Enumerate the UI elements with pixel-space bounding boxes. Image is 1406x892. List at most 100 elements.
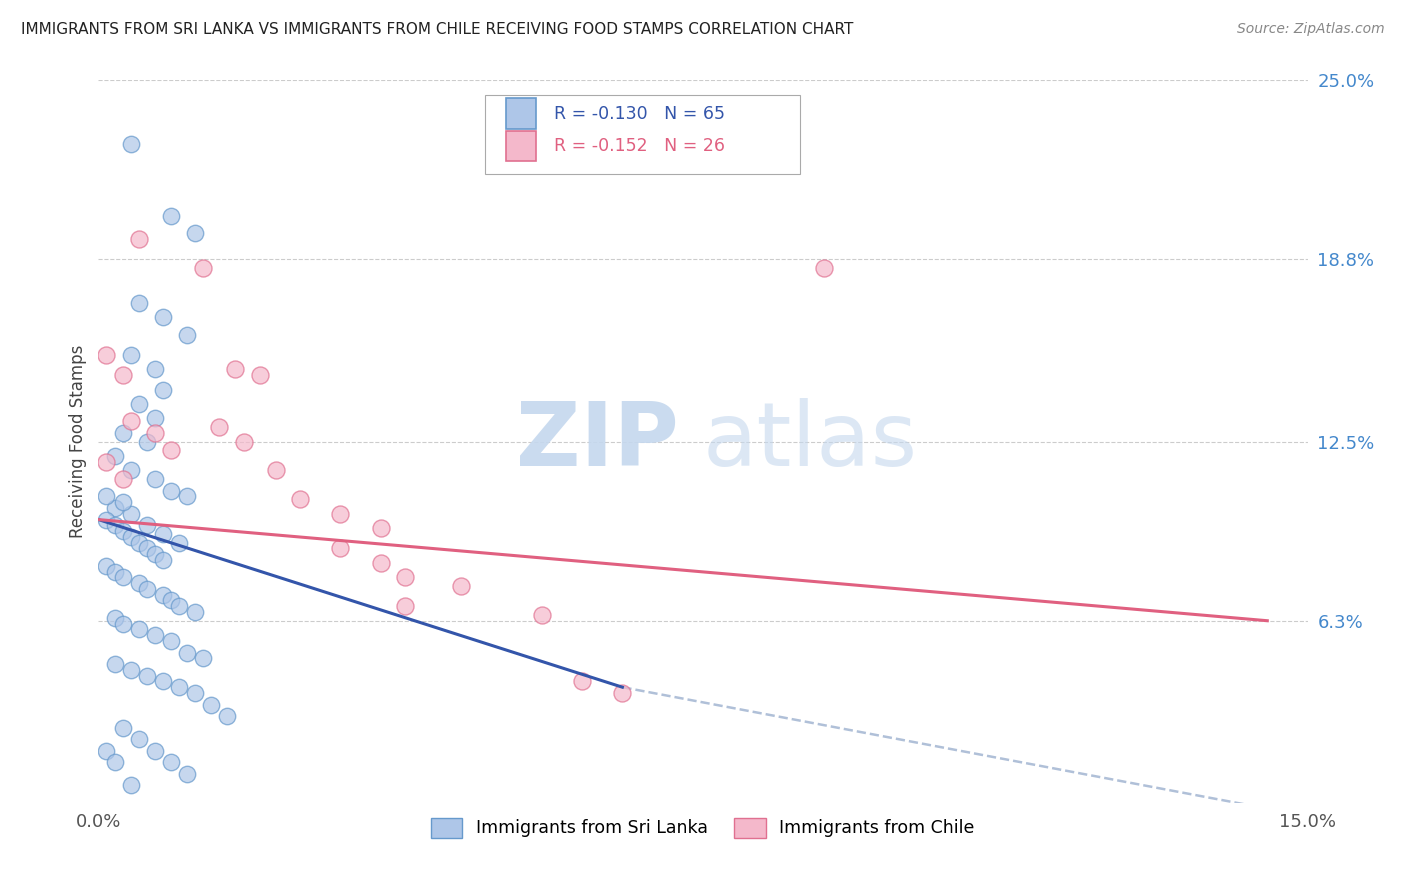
Point bbox=[128, 732, 150, 747]
Point bbox=[394, 570, 416, 584]
Point bbox=[160, 634, 183, 648]
Point bbox=[120, 507, 142, 521]
Point bbox=[96, 490, 118, 504]
Point bbox=[224, 362, 246, 376]
Point bbox=[249, 368, 271, 382]
Text: R = -0.152   N = 26: R = -0.152 N = 26 bbox=[554, 137, 725, 155]
Point bbox=[160, 443, 183, 458]
Point bbox=[103, 756, 125, 770]
Point bbox=[264, 463, 287, 477]
Point bbox=[152, 310, 174, 325]
Point bbox=[96, 512, 118, 526]
Point bbox=[184, 227, 207, 241]
Point bbox=[176, 646, 198, 660]
Point bbox=[176, 490, 198, 504]
Point bbox=[184, 605, 207, 619]
Point bbox=[135, 541, 157, 556]
Point bbox=[813, 261, 835, 276]
Point bbox=[143, 425, 166, 440]
Point bbox=[135, 668, 157, 682]
Point bbox=[370, 521, 392, 535]
Point bbox=[193, 651, 215, 665]
Point bbox=[120, 136, 142, 151]
Text: IMMIGRANTS FROM SRI LANKA VS IMMIGRANTS FROM CHILE RECEIVING FOOD STAMPS CORRELA: IMMIGRANTS FROM SRI LANKA VS IMMIGRANTS … bbox=[21, 22, 853, 37]
Text: Source: ZipAtlas.com: Source: ZipAtlas.com bbox=[1237, 22, 1385, 37]
Point bbox=[96, 455, 118, 469]
Point bbox=[128, 576, 150, 591]
Point bbox=[530, 607, 553, 622]
Point bbox=[103, 449, 125, 463]
Legend: Immigrants from Sri Lanka, Immigrants from Chile: Immigrants from Sri Lanka, Immigrants fr… bbox=[425, 811, 981, 845]
Point bbox=[111, 472, 134, 486]
Point bbox=[96, 348, 118, 362]
Point bbox=[152, 674, 174, 689]
Point bbox=[217, 709, 239, 723]
Point bbox=[120, 414, 142, 428]
Point bbox=[152, 527, 174, 541]
Point bbox=[450, 579, 472, 593]
Point bbox=[128, 397, 150, 411]
FancyBboxPatch shape bbox=[485, 95, 800, 174]
Point bbox=[120, 779, 142, 793]
Point bbox=[128, 535, 150, 549]
Point bbox=[128, 232, 150, 246]
Text: R = -0.130   N = 65: R = -0.130 N = 65 bbox=[554, 104, 725, 122]
Point bbox=[176, 327, 198, 342]
Point bbox=[167, 599, 190, 614]
Point bbox=[111, 425, 134, 440]
Point bbox=[111, 495, 134, 509]
Text: atlas: atlas bbox=[703, 398, 918, 485]
Point bbox=[160, 483, 183, 498]
Point bbox=[103, 501, 125, 516]
Point bbox=[152, 553, 174, 567]
Point bbox=[160, 209, 183, 223]
Point bbox=[167, 535, 190, 549]
Point bbox=[128, 623, 150, 637]
Point bbox=[135, 582, 157, 596]
Point bbox=[143, 472, 166, 486]
Point bbox=[329, 507, 352, 521]
Point bbox=[111, 721, 134, 735]
Point bbox=[143, 744, 166, 758]
Point bbox=[160, 593, 183, 607]
Point bbox=[111, 524, 134, 538]
Point bbox=[193, 261, 215, 276]
Point bbox=[143, 362, 166, 376]
Point bbox=[160, 756, 183, 770]
Point bbox=[111, 368, 134, 382]
Point bbox=[612, 686, 634, 700]
Point bbox=[167, 680, 190, 694]
Point bbox=[394, 599, 416, 614]
Point bbox=[571, 674, 593, 689]
Point bbox=[96, 558, 118, 573]
Point bbox=[128, 295, 150, 310]
Point bbox=[143, 547, 166, 561]
Point bbox=[152, 588, 174, 602]
Point bbox=[143, 628, 166, 642]
Point bbox=[232, 434, 254, 449]
Point bbox=[208, 420, 231, 434]
Point bbox=[111, 616, 134, 631]
Point bbox=[370, 556, 392, 570]
Point bbox=[288, 492, 311, 507]
Point bbox=[143, 411, 166, 425]
Point bbox=[135, 518, 157, 533]
Point bbox=[200, 698, 222, 712]
Point bbox=[120, 463, 142, 477]
Point bbox=[184, 686, 207, 700]
Point bbox=[135, 434, 157, 449]
Point bbox=[120, 663, 142, 677]
Point bbox=[329, 541, 352, 556]
Point bbox=[103, 657, 125, 671]
Point bbox=[120, 348, 142, 362]
Y-axis label: Receiving Food Stamps: Receiving Food Stamps bbox=[69, 345, 87, 538]
Point bbox=[96, 744, 118, 758]
FancyBboxPatch shape bbox=[506, 131, 536, 161]
Point bbox=[103, 611, 125, 625]
Point bbox=[103, 565, 125, 579]
Point bbox=[176, 767, 198, 781]
Text: ZIP: ZIP bbox=[516, 398, 679, 485]
Point bbox=[111, 570, 134, 584]
Point bbox=[120, 530, 142, 544]
Point bbox=[152, 383, 174, 397]
